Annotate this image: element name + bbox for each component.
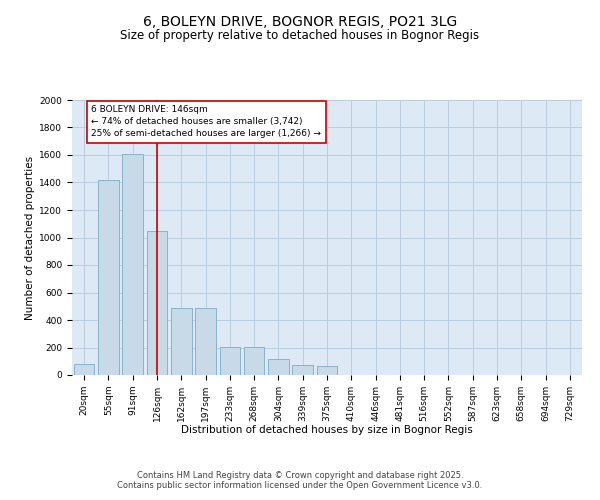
Bar: [122, 154, 143, 375]
Bar: [195, 308, 216, 375]
Bar: [146, 230, 167, 375]
Bar: [171, 308, 191, 375]
Bar: [292, 366, 313, 375]
Text: Contains HM Land Registry data © Crown copyright and database right 2025.: Contains HM Land Registry data © Crown c…: [137, 472, 463, 480]
Text: 6 BOLEYN DRIVE: 146sqm
← 74% of detached houses are smaller (3,742)
25% of semi-: 6 BOLEYN DRIVE: 146sqm ← 74% of detached…: [91, 106, 322, 138]
X-axis label: Distribution of detached houses by size in Bognor Regis: Distribution of detached houses by size …: [181, 426, 473, 436]
Y-axis label: Number of detached properties: Number of detached properties: [25, 156, 35, 320]
Bar: [268, 358, 289, 375]
Bar: [220, 347, 240, 375]
Bar: [317, 366, 337, 375]
Bar: [244, 347, 265, 375]
Bar: [98, 180, 119, 375]
Text: Size of property relative to detached houses in Bognor Regis: Size of property relative to detached ho…: [121, 28, 479, 42]
Bar: [74, 364, 94, 375]
Text: 6, BOLEYN DRIVE, BOGNOR REGIS, PO21 3LG: 6, BOLEYN DRIVE, BOGNOR REGIS, PO21 3LG: [143, 16, 457, 30]
Text: Contains public sector information licensed under the Open Government Licence v3: Contains public sector information licen…: [118, 482, 482, 490]
